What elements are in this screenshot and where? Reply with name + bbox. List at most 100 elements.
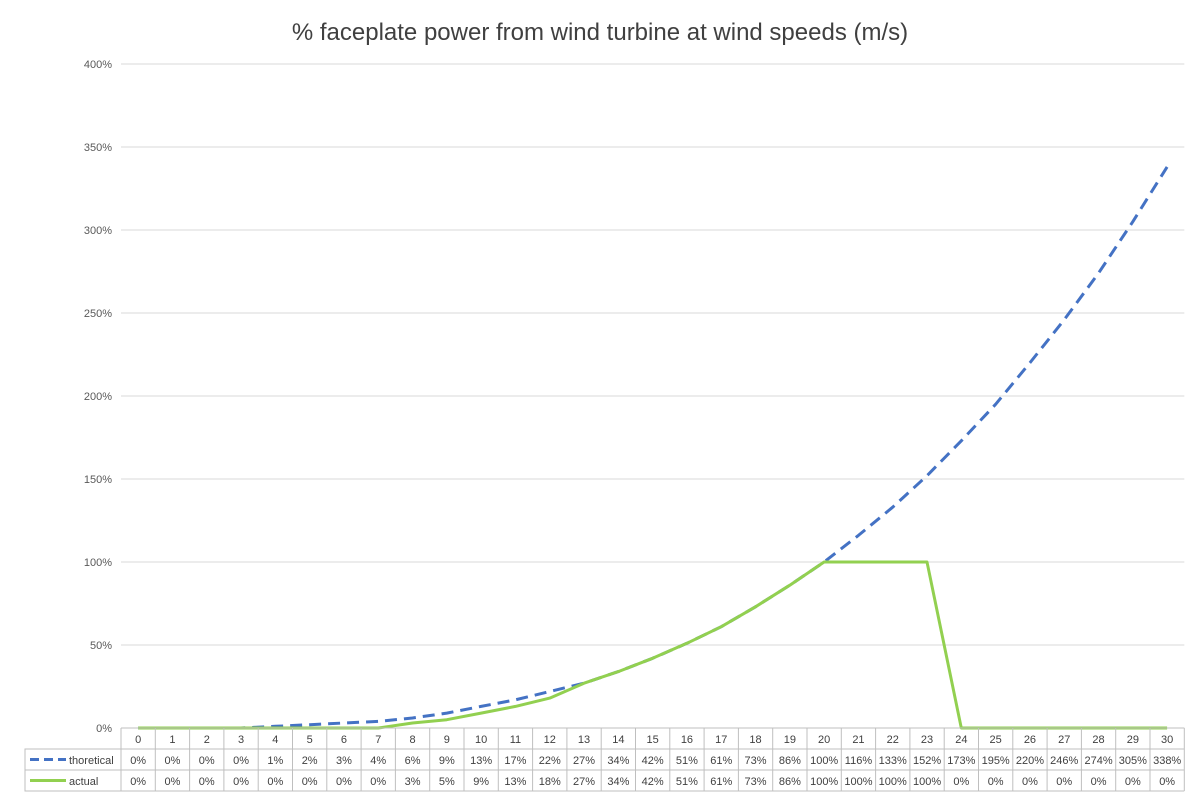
gridlines: [121, 63, 1185, 729]
data-label: 27%: [573, 776, 595, 788]
data-label: 86%: [779, 776, 801, 788]
data-label: 3%: [405, 776, 421, 788]
x-tick-label: 22: [887, 734, 899, 746]
data-label: 61%: [710, 755, 732, 767]
x-tick-label: 14: [612, 734, 624, 746]
data-label: 133%: [879, 755, 907, 767]
data-label: 0%: [164, 755, 180, 767]
data-label: 0%: [199, 776, 215, 788]
data-label: 0%: [336, 776, 352, 788]
data-label: 0%: [130, 776, 146, 788]
data-label: 100%: [879, 776, 907, 788]
data-label: 0%: [1056, 776, 1072, 788]
x-tick-label: 12: [544, 734, 556, 746]
y-tick-label: 50%: [90, 640, 112, 652]
data-label: 0%: [1091, 776, 1107, 788]
x-tick-label: 23: [921, 734, 933, 746]
y-tick-label: 200%: [84, 391, 112, 403]
data-label: 9%: [439, 755, 455, 767]
data-label: 0%: [267, 776, 283, 788]
y-tick-label: 0%: [96, 723, 112, 735]
data-label: 195%: [982, 755, 1010, 767]
data-label: 0%: [1125, 776, 1141, 788]
x-tick-label: 26: [1024, 734, 1036, 746]
x-tick-label: 3: [238, 734, 244, 746]
data-label: 51%: [676, 755, 698, 767]
x-tick-label: 15: [647, 734, 659, 746]
data-label: 100%: [810, 776, 838, 788]
x-tick-label: 10: [475, 734, 487, 746]
data-label: 220%: [1016, 755, 1044, 767]
chart-title: % faceplate power from wind turbine at w…: [292, 19, 908, 46]
data-label: 246%: [1050, 755, 1078, 767]
x-tick-label: 29: [1127, 734, 1139, 746]
y-axis-tick-labels: 0% 50% 100% 150% 200% 250% 300% 350% 400%: [84, 59, 112, 735]
data-label: 0%: [1022, 776, 1038, 788]
data-label: 0%: [1159, 776, 1175, 788]
series-lines: [138, 166, 1169, 730]
data-label: 86%: [779, 755, 801, 767]
y-tick-label: 400%: [84, 59, 112, 71]
data-label: 34%: [607, 755, 629, 767]
data-label: 100%: [810, 755, 838, 767]
series-line-thoretical: [138, 166, 1169, 730]
y-tick-label: 300%: [84, 225, 112, 237]
data-label: 116%: [845, 755, 873, 767]
data-label: 18%: [539, 776, 561, 788]
data-label: 73%: [745, 776, 767, 788]
data-label: 34%: [607, 776, 629, 788]
data-label: 0%: [988, 776, 1004, 788]
x-tick-label: 1: [169, 734, 175, 746]
x-tick-label: 16: [681, 734, 693, 746]
data-label: 22%: [539, 755, 561, 767]
data-label: 100%: [913, 776, 941, 788]
x-tick-label: 4: [272, 734, 278, 746]
y-tick-label: 250%: [84, 308, 112, 320]
data-label: 13%: [504, 776, 526, 788]
data-label: 42%: [642, 755, 664, 767]
data-label: 0%: [164, 776, 180, 788]
data-label: 152%: [913, 755, 941, 767]
x-tick-label: 27: [1058, 734, 1070, 746]
x-tick-label: 11: [510, 734, 521, 746]
data-label: 0%: [130, 755, 146, 767]
data-label: 0%: [370, 776, 386, 788]
x-tick-label: 20: [818, 734, 830, 746]
x-tick-label: 13: [578, 734, 590, 746]
data-label: 51%: [676, 776, 698, 788]
data-label: 6%: [405, 755, 421, 767]
data-label: 305%: [1119, 755, 1147, 767]
data-label: 0%: [953, 776, 969, 788]
x-tick-label: 6: [341, 734, 347, 746]
x-tick-label: 30: [1161, 734, 1173, 746]
x-tick-label: 17: [715, 734, 727, 746]
data-label: 73%: [745, 755, 767, 767]
y-tick-label: 100%: [84, 557, 112, 569]
data-label: 61%: [710, 776, 732, 788]
data-label: 3%: [336, 755, 352, 767]
y-tick-label: 350%: [84, 142, 112, 154]
x-tick-label: 21: [852, 734, 864, 746]
x-tick-label: 7: [375, 734, 381, 746]
data-table: 0 1 2 3 4 5 6 7 8 9 10 11 12 13 14 15 16 17 18 19 20 21 22 23 24…: [24, 727, 1185, 792]
data-label: 17%: [504, 755, 526, 767]
legend-label-thoretical: thoretical: [69, 755, 114, 767]
data-label: 5%: [439, 776, 455, 788]
data-label: 0%: [199, 755, 215, 767]
data-label: 2%: [302, 755, 318, 767]
data-label: 0%: [302, 776, 318, 788]
x-tick-label: 2: [204, 734, 210, 746]
data-label: 9%: [473, 776, 489, 788]
data-label: 13%: [470, 755, 492, 767]
x-tick-label: 19: [784, 734, 796, 746]
data-label: 338%: [1153, 755, 1181, 767]
x-tick-label: 28: [1092, 734, 1104, 746]
data-label: 0%: [233, 776, 249, 788]
x-tick-label: 18: [749, 734, 761, 746]
data-label: 274%: [1084, 755, 1112, 767]
x-tick-label: 0: [135, 734, 141, 746]
x-tick-label: 8: [409, 734, 415, 746]
legend-label-actual: actual: [69, 776, 98, 788]
